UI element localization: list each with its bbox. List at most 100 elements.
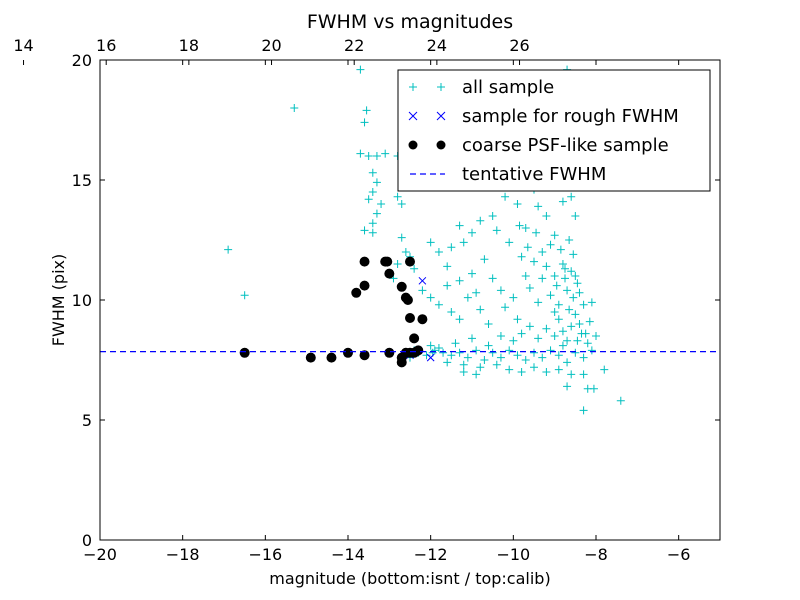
all-sample-point [538,353,547,362]
x-axis-label: magnitude (bottom:isnt / top:calib) [269,569,550,588]
all-sample-point [476,305,485,314]
all-sample-point [447,351,456,360]
all-sample-point [368,168,377,177]
legend-label-all-sample: all sample [462,77,554,98]
all-sample-point [589,384,598,393]
x-tick-label: −12 [414,545,448,564]
coarse-psf-like-sample-point [384,268,395,279]
all-sample-point [517,252,526,261]
all-sample-point [569,250,578,259]
all-sample-point [401,248,410,256]
all-sample-point [377,200,386,208]
legend-marker-coarse-psf-like-sample [408,140,418,150]
all-sample-point [579,353,588,362]
all-sample-point [397,233,406,242]
all-sample-point [538,248,547,256]
all-sample-point [525,284,534,292]
legend-marker-coarse-psf-like-sample [436,140,446,150]
all-sample-point [567,267,576,276]
all-sample-point [534,202,543,211]
all-sample-point [509,293,518,302]
all-sample-point [573,279,582,288]
all-sample-point [579,300,588,309]
data-layer [100,65,720,415]
legend-label-coarse-psf-like-sample: coarse PSF-like sample [462,135,669,156]
coarse-psf-like-sample-point [409,333,420,344]
all-sample-point [434,344,443,352]
all-sample-point [509,336,518,345]
all-sample-point [587,346,596,355]
legend-label-sample-for-rough-fwhm: sample for rough FWHM [462,106,679,127]
all-sample-point [542,368,551,376]
coarse-psf-like-sample-point [405,256,415,267]
all-sample-point [368,188,377,196]
all-sample-point [538,274,547,283]
all-sample-point [224,245,233,254]
all-sample-point [575,320,584,328]
all-sample-point [563,336,572,345]
all-sample-point [368,228,377,237]
all-sample-point [513,351,522,360]
all-sample-point [455,276,464,285]
all-sample-point [443,281,452,290]
all-sample-point [554,315,563,324]
coarse-psf-like-sample-point [359,256,370,267]
all-sample-point [480,255,489,264]
coarse-psf-like-sample-point [382,256,393,267]
all-sample-point [546,240,555,249]
all-sample-point [488,212,497,220]
legend-box [397,69,711,192]
all-sample-point [447,243,456,252]
all-sample-point [459,238,468,247]
all-sample-point [550,272,559,280]
all-sample-point [356,149,365,158]
all-sample-point [492,360,501,369]
all-sample-point [418,286,427,295]
all-sample-point [569,293,578,302]
all-sample-point [463,293,472,302]
all-sample-point [513,315,522,324]
all-sample-point [571,348,580,357]
all-sample-point [554,365,563,374]
all-sample-point [546,291,555,300]
all-sample-point [515,221,524,230]
all-sample-point [476,363,485,372]
legend: all sample sample for rough FWHM coarse PS… [397,69,711,192]
all-sample-point [422,351,431,360]
x-tick-label: −18 [166,545,200,564]
all-sample-point [356,65,365,74]
all-sample-point [426,341,435,350]
all-sample-point [565,236,574,244]
all-sample-point [550,332,559,340]
all-sample-point [472,288,481,297]
all-sample-point [240,291,249,300]
all-sample-point [439,348,448,357]
all-sample-point [517,329,526,338]
x-tick-label: −8 [584,545,608,564]
all-sample-point [362,106,371,115]
legend-label-tentative-fwhm: tentative FWHM [462,164,606,185]
all-sample-point [571,212,580,220]
all-sample-point [492,226,501,235]
all-sample-point [488,348,497,357]
x-tick-label: −20 [83,545,117,564]
all-sample-point [484,341,493,350]
all-sample-point [573,336,582,345]
top-x-tick-label: 26 [509,36,529,55]
all-sample-point [550,231,559,240]
coarse-psf-like-sample-point [343,347,353,358]
all-sample-point [563,358,572,367]
all-sample-point [513,200,522,208]
all-sample-point [561,274,569,283]
all-sample-point [546,346,555,355]
plot-area: −20 −18 −16 −14 −12 −10 −8 −6 0 5 10 15 20 14 16 18 20 22… [13,36,721,564]
all-sample-point [530,363,538,372]
y-tick-label: 0 [82,531,92,550]
all-sample-point [563,382,572,391]
all-sample-point [571,272,580,280]
all-sample-point [575,288,584,297]
all-sample-point [472,346,481,355]
all-sample-point [567,192,576,201]
all-sample-point [455,348,464,357]
